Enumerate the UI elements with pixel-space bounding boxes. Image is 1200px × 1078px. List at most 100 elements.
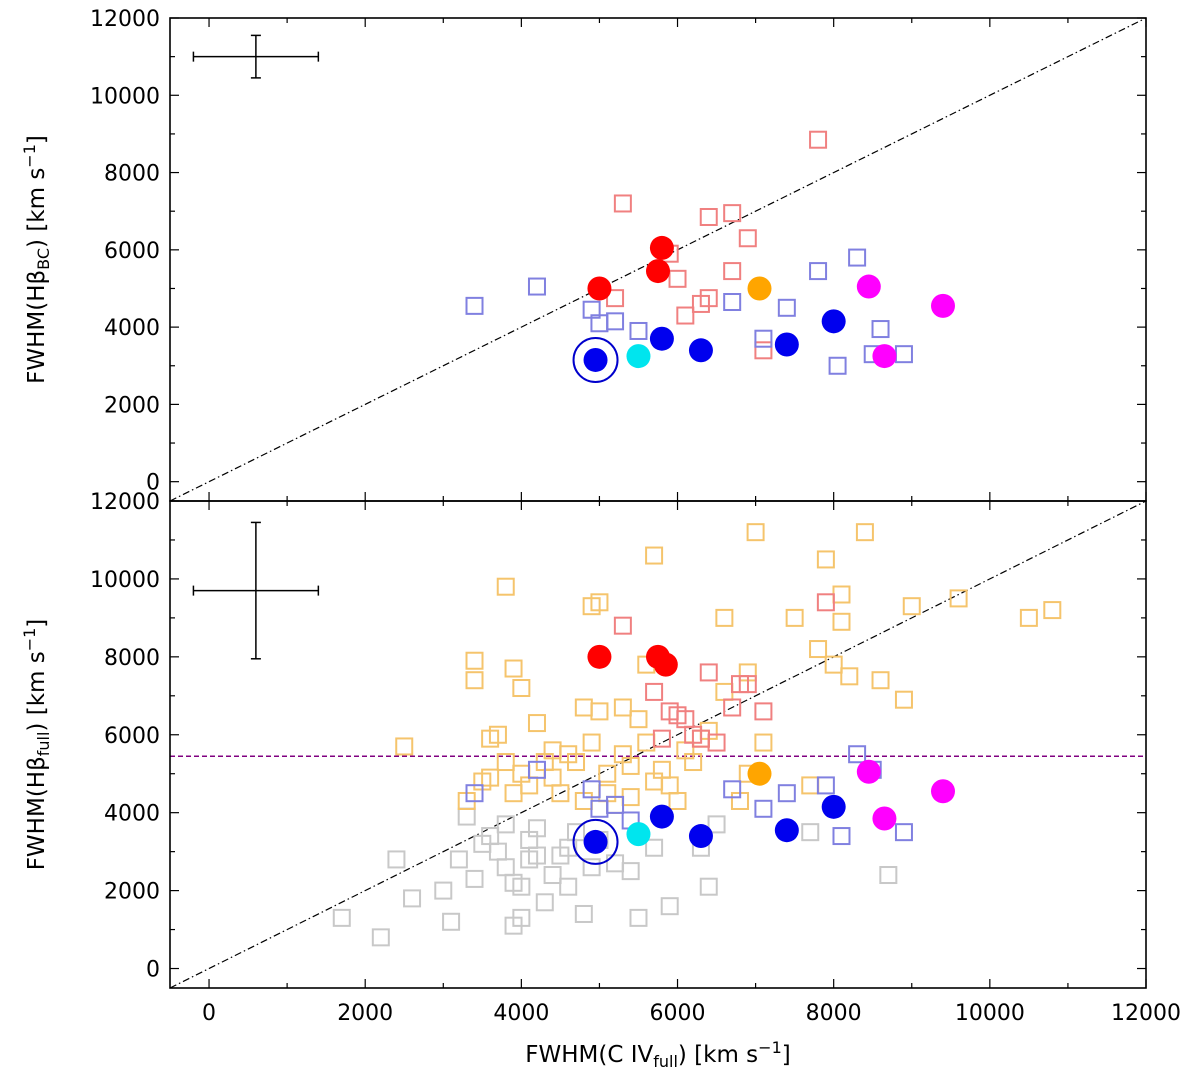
open-square-marker [1044,602,1060,618]
open-square-marker [435,883,451,899]
one-to-one-line [170,501,1146,988]
open-square-marker [599,766,615,782]
y-axis-label-sub: BC [34,248,53,270]
open-square-marker [451,851,467,867]
open-square-marker [818,594,834,610]
open-square-marker [849,746,865,762]
open-square-marker [646,684,662,700]
open-square-marker [591,703,607,719]
y-tick-label: 4000 [104,802,160,827]
filled-circle-marker [931,294,955,318]
open-square-marker [537,894,553,910]
open-square-marker [833,587,849,603]
open-square-marker [576,699,592,715]
y-tick-label: 10000 [90,84,160,109]
filled-circle-marker [857,275,881,299]
filled-circle-marker [931,779,955,803]
open-square-marker [506,785,522,801]
filled-circle-marker [654,653,678,677]
y-tick-label: 6000 [104,239,160,264]
filled-circle-marker [650,327,674,351]
open-square-marker [896,824,912,840]
open-square-marker [560,879,576,895]
open-square-marker [849,250,865,266]
open-square-marker [1021,610,1037,626]
y-axis-label: FWHM(Hβfull) [km s−1] [20,619,53,871]
open-square-marker [529,279,545,295]
plot-area-top [170,18,1146,501]
open-square-marker [873,321,889,337]
filled-circle-marker [587,645,611,669]
open-square-marker [677,308,693,324]
open-square-marker [755,703,771,719]
open-square-marker [529,715,545,731]
open-square-marker [334,910,350,926]
filled-circle-marker [626,344,650,368]
x-tick-label: 2000 [337,1001,393,1026]
x-tick-label: 10000 [955,1001,1025,1026]
filled-circle-marker [748,762,772,786]
open-square-marker [701,209,717,225]
filled-circle-marker [775,818,799,842]
open-square-marker [630,910,646,926]
y-tick-label: 12000 [90,490,160,515]
x-axis-label-sub: full [653,1052,678,1071]
x-tick-label: 6000 [650,1001,706,1026]
open-square-marker [467,653,483,669]
x-axis-label-prefix: FWHM(C IV [525,1042,653,1068]
filled-circle-marker [822,309,846,333]
filled-circle-marker [857,760,881,784]
filled-circle-marker [872,807,896,831]
open-square-marker [810,641,826,657]
filled-circle-marker [650,805,674,829]
open-square-marker [724,294,740,310]
y-tick-label: 4000 [104,316,160,341]
open-square-marker [701,879,717,895]
open-square-marker [576,906,592,922]
open-square-marker [584,735,600,751]
open-square-marker [404,890,420,906]
open-square-marker [755,735,771,751]
filled-circle-marker [775,333,799,357]
open-square-marker [591,801,607,817]
open-square-marker [748,524,764,540]
filled-circle-marker [626,822,650,846]
open-square-marker [513,680,529,696]
y-axis-label: FWHM(HβBC) [km s−1] [20,135,53,384]
open-square-marker [724,263,740,279]
plot-area-bottom [170,501,1146,988]
filled-circle-marker [689,824,713,848]
open-square-marker [630,711,646,727]
open-square-marker [467,871,483,887]
open-square-marker [802,824,818,840]
open-square-marker [701,664,717,680]
open-square-marker [716,684,732,700]
x-axis-label-suffix: ] [782,1042,791,1068]
open-square-marker [545,770,561,786]
open-square-marker [670,793,686,809]
open-square-marker [545,867,561,883]
x-tick-label: 12000 [1111,1001,1181,1026]
filled-circle-marker [646,259,670,283]
x-axis-label-sup: −1 [758,1038,782,1057]
open-square-marker [467,298,483,314]
y-tick-label: 8000 [104,162,160,187]
filled-circle-marker [689,338,713,362]
y-tick-label: 2000 [104,393,160,418]
open-square-marker [388,851,404,867]
y-axis-label-sub: full [34,732,53,757]
y-axis-label-sup: −1 [20,628,39,652]
open-square-marker [646,548,662,564]
open-square-marker [951,590,967,606]
open-square-marker [662,777,678,793]
open-square-marker [670,271,686,287]
open-square-marker [818,777,834,793]
open-square-marker [724,205,740,221]
open-square-marker [498,816,514,832]
open-square-marker [373,929,389,945]
filled-circle-marker [748,276,772,300]
y-tick-label: 2000 [104,880,160,905]
open-square-marker [810,263,826,279]
open-square-marker [396,738,412,754]
open-square-marker [615,699,631,715]
